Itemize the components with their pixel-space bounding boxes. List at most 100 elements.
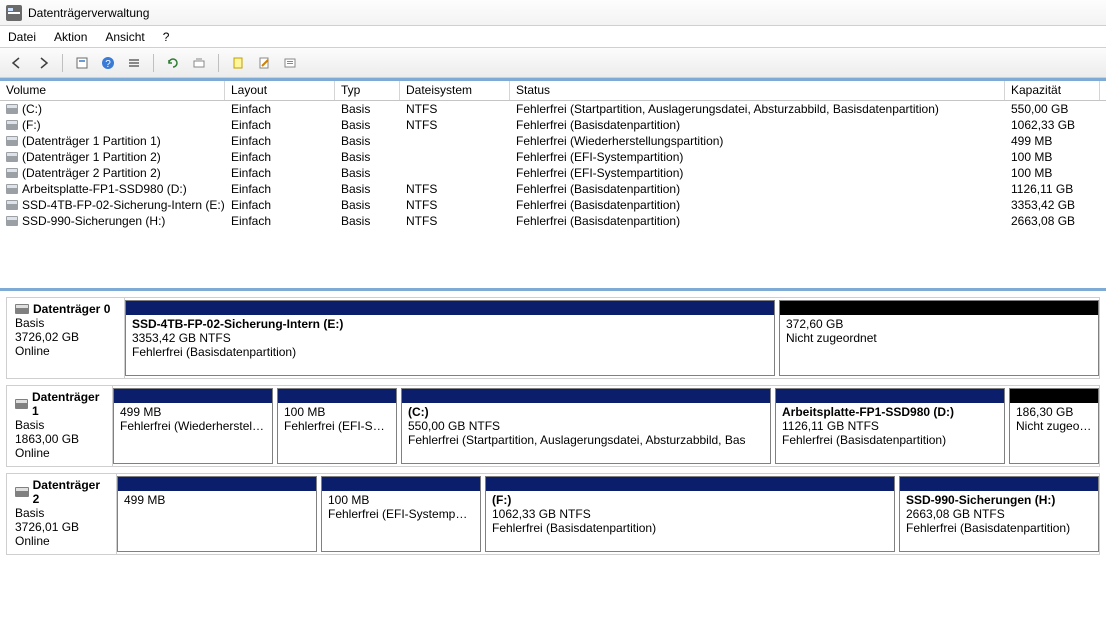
volume-row[interactable]: Arbeitsplatte-FP1-SSD980 (D:)EinfachBasi… [0, 181, 1106, 197]
volume-name: Arbeitsplatte-FP1-SSD980 (D:) [22, 182, 187, 196]
app-icon [6, 5, 22, 21]
volume-name-cell: (Datenträger 1 Partition 1) [0, 133, 225, 149]
volume-status: Fehlerfrei (Wiederherstellungspartition) [510, 133, 1005, 149]
settings-icon[interactable] [279, 52, 301, 74]
partition-color-bar [278, 389, 396, 403]
menu-help[interactable]: ? [163, 30, 170, 44]
partition-size: 186,30 GB [1016, 405, 1092, 419]
partition-color-bar [900, 477, 1098, 491]
partition[interactable]: 100 MBFehlerfrei (EFI-Syste [277, 388, 397, 464]
volume-capacity: 100 MB [1005, 165, 1100, 181]
partition[interactable]: SSD-990-Sicherungen (H:)2663,08 GB NTFSF… [899, 476, 1099, 552]
disk-state: Online [15, 344, 116, 358]
volume-fs: NTFS [400, 117, 510, 133]
menu-action[interactable]: Aktion [54, 30, 87, 44]
partition-status: Fehlerfrei (Basisdatenpartition) [782, 433, 998, 447]
col-free[interactable]: Freier Speicher [1100, 81, 1106, 100]
volume-name-cell: (C:) [0, 101, 225, 117]
graphical-pane: Datenträger 0Basis3726,02 GBOnlineSSD-4T… [0, 291, 1106, 637]
disk-row: Datenträger 1Basis1863,00 GBOnline499 MB… [6, 385, 1100, 467]
partition-status: Fehlerfrei (Wiederherstellun [120, 419, 266, 433]
volume-row[interactable]: (C:)EinfachBasisNTFSFehlerfrei (Startpar… [0, 101, 1106, 117]
col-capacity[interactable]: Kapazität [1005, 81, 1100, 100]
volume-free: 499 MB [1100, 133, 1106, 149]
action-icon[interactable] [188, 52, 210, 74]
window-title: Datenträgerverwaltung [28, 6, 149, 20]
menu-file[interactable]: Datei [8, 30, 36, 44]
partition[interactable]: 499 MB [117, 476, 317, 552]
partition[interactable]: (F:)1062,33 GB NTFSFehlerfrei (Basisdate… [485, 476, 895, 552]
col-layout[interactable]: Layout [225, 81, 335, 100]
volume-row[interactable]: (F:)EinfachBasisNTFSFehlerfrei (Basisdat… [0, 117, 1106, 133]
col-status[interactable]: Status [510, 81, 1005, 100]
partition[interactable]: SSD-4TB-FP-02-Sicherung-Intern (E:)3353,… [125, 300, 775, 376]
partition-color-bar [126, 301, 774, 315]
partition-color-bar [1010, 389, 1098, 403]
volume-name: (F:) [22, 118, 41, 132]
volume-row[interactable]: (Datenträger 1 Partition 1)EinfachBasisF… [0, 133, 1106, 149]
volume-layout: Einfach [225, 101, 335, 117]
disk-state: Online [15, 534, 108, 548]
volume-layout: Einfach [225, 197, 335, 213]
volume-row[interactable]: SSD-990-Sicherungen (H:)EinfachBasisNTFS… [0, 213, 1106, 229]
volume-fs: NTFS [400, 197, 510, 213]
volume-layout: Einfach [225, 213, 335, 229]
volume-row[interactable]: SSD-4TB-FP-02-Sicherung-Intern (E:)Einfa… [0, 197, 1106, 213]
volume-name-cell: Arbeitsplatte-FP1-SSD980 (D:) [0, 181, 225, 197]
back-button[interactable] [6, 52, 28, 74]
partition-status: Fehlerfrei (EFI-Syste [284, 419, 390, 433]
volume-free: 992,46 GB [1100, 117, 1106, 133]
edit-icon[interactable] [253, 52, 275, 74]
volume-fs [400, 149, 510, 165]
volume-layout: Einfach [225, 117, 335, 133]
list-icon[interactable] [123, 52, 145, 74]
properties-icon[interactable] [71, 52, 93, 74]
partition-color-bar [114, 389, 272, 403]
partition-status: Fehlerfrei (EFI-Systempartiti [328, 507, 474, 521]
partition[interactable]: (C:)550,00 GB NTFSFehlerfrei (Startparti… [401, 388, 771, 464]
volume-free: 100 MB [1100, 165, 1106, 181]
partition-color-bar [402, 389, 770, 403]
volume-status: Fehlerfrei (Basisdatenpartition) [510, 213, 1005, 229]
forward-button[interactable] [32, 52, 54, 74]
volume-capacity: 1126,11 GB [1005, 181, 1100, 197]
disk-icon [15, 304, 29, 314]
volume-row[interactable]: (Datenträger 1 Partition 2)EinfachBasisF… [0, 149, 1106, 165]
disk-label[interactable]: Datenträger 1Basis1863,00 GBOnline [7, 386, 113, 466]
partition-size: 372,60 GB [786, 317, 1092, 331]
volume-free: 440,37 GB [1100, 101, 1106, 117]
volume-row[interactable]: (Datenträger 2 Partition 2)EinfachBasisF… [0, 165, 1106, 181]
disk-label[interactable]: Datenträger 0Basis3726,02 GBOnline [7, 298, 125, 378]
volume-name: SSD-4TB-FP-02-Sicherung-Intern (E:) [22, 198, 225, 212]
col-typ[interactable]: Typ [335, 81, 400, 100]
volume-fs: NTFS [400, 181, 510, 197]
col-volume[interactable]: Volume [0, 81, 225, 100]
drive-icon [6, 104, 18, 114]
partition-size: 1126,11 GB NTFS [782, 419, 998, 433]
volume-typ: Basis [335, 101, 400, 117]
disk-label[interactable]: Datenträger 2Basis3726,01 GBOnline [7, 474, 117, 554]
menubar: Datei Aktion Ansicht ? [0, 26, 1106, 48]
help-icon[interactable]: ? [97, 52, 119, 74]
volume-typ: Basis [335, 117, 400, 133]
volume-status: Fehlerfrei (EFI-Systempartition) [510, 165, 1005, 181]
partition[interactable]: 499 MBFehlerfrei (Wiederherstellun [113, 388, 273, 464]
partition[interactable]: 372,60 GBNicht zugeordnet [779, 300, 1099, 376]
partition-size: 550,00 GB NTFS [408, 419, 764, 433]
refresh-icon[interactable] [162, 52, 184, 74]
new-icon[interactable] [227, 52, 249, 74]
col-fs[interactable]: Dateisystem [400, 81, 510, 100]
partition-title: SSD-990-Sicherungen (H:) [906, 493, 1092, 507]
partition[interactable]: Arbeitsplatte-FP1-SSD980 (D:)1126,11 GB … [775, 388, 1005, 464]
volume-name-cell: (Datenträger 1 Partition 2) [0, 149, 225, 165]
volume-status: Fehlerfrei (Basisdatenpartition) [510, 181, 1005, 197]
titlebar: Datenträgerverwaltung [0, 0, 1106, 26]
volume-fs [400, 133, 510, 149]
volume-name: (Datenträger 2 Partition 2) [22, 166, 161, 180]
menu-view[interactable]: Ansicht [105, 30, 144, 44]
disk-size: 1863,00 GB [15, 432, 104, 446]
volume-name-cell: (Datenträger 2 Partition 2) [0, 165, 225, 181]
partition[interactable]: 186,30 GBNicht zugeordn [1009, 388, 1099, 464]
disk-size: 3726,02 GB [15, 330, 116, 344]
partition[interactable]: 100 MBFehlerfrei (EFI-Systempartiti [321, 476, 481, 552]
